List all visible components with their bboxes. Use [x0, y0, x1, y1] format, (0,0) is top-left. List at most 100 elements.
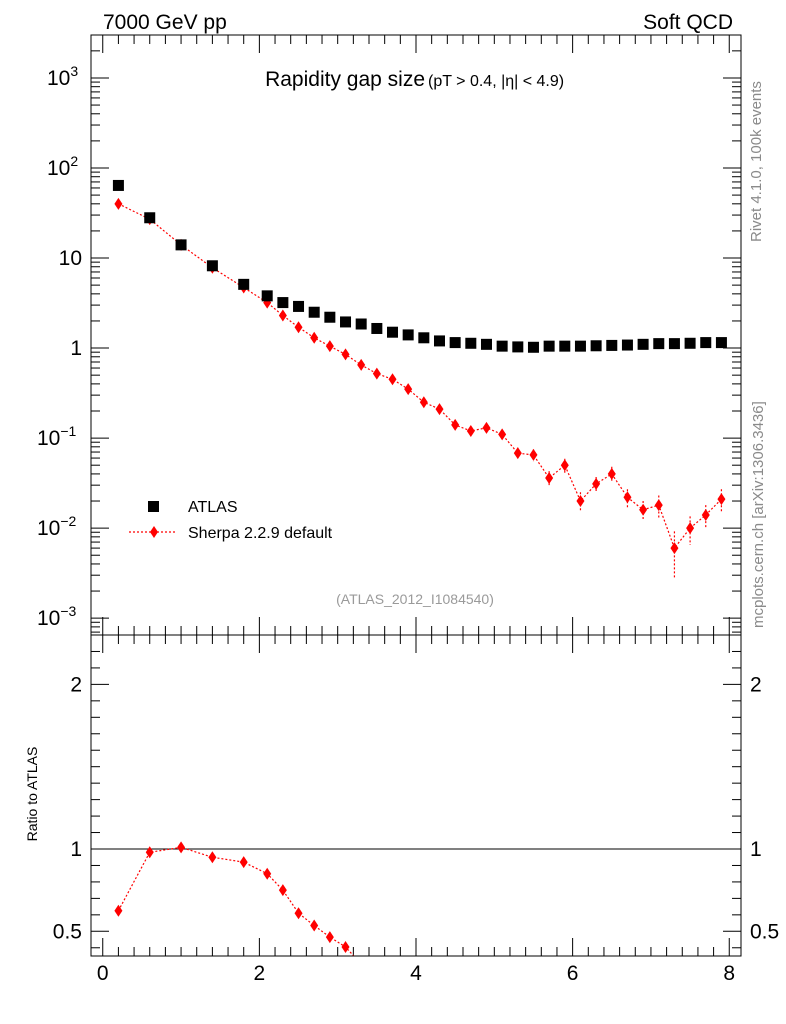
sherpa-point: [114, 197, 123, 210]
legend: ATLAS Sherpa 2.2.9 default: [129, 499, 333, 542]
y-tick-label: 103: [47, 63, 78, 90]
atlas-point: [433, 335, 445, 347]
y-tick-label: 102: [47, 153, 78, 180]
x-tick-label: 8: [723, 962, 735, 985]
atlas-point: [144, 212, 156, 224]
sherpa-point: [435, 403, 444, 416]
ratio-y-tick-label-left: 2: [70, 673, 82, 696]
atlas-point: [465, 337, 477, 349]
ratio-axis-label: Ratio to ATLAS: [24, 747, 40, 842]
sherpa-point: [357, 358, 366, 371]
sherpa-point: [607, 467, 616, 480]
sherpa-point: [372, 367, 381, 380]
legend-sherpa-marker: [150, 526, 158, 538]
sherpa-point: [278, 309, 287, 322]
ratio-point: [114, 904, 123, 917]
ratio-point: [341, 940, 350, 953]
sherpa-point: [310, 331, 319, 344]
header-beam-label: 7000 GeV pp: [103, 11, 227, 34]
sherpa-point: [670, 542, 679, 555]
atlas-point: [621, 339, 633, 351]
atlas-point: [340, 316, 352, 328]
sherpa-point: [576, 495, 585, 508]
atlas-point: [637, 338, 649, 350]
sherpa-point: [686, 522, 695, 535]
atlas-point: [371, 322, 383, 334]
ratio-point: [310, 919, 319, 932]
sherpa-point: [529, 448, 538, 461]
atlas-point: [402, 329, 414, 341]
ratio-y-tick-label-right: 1: [750, 838, 762, 861]
atlas-point: [175, 239, 187, 251]
chart-title-cuts: (pT > 0.4, |η| < 4.9): [428, 73, 564, 90]
sherpa-point: [404, 383, 413, 396]
atlas-point: [559, 340, 571, 352]
atlas-point: [293, 300, 305, 312]
sherpa-point: [388, 373, 397, 386]
x-tick-label: 2: [254, 962, 266, 985]
ratio-y-tick-label-left: 0.5: [53, 920, 82, 943]
legend-atlas-label: ATLAS: [188, 499, 238, 516]
top-data: [112, 179, 727, 578]
sherpa-point: [592, 477, 601, 490]
atlas-point: [653, 338, 665, 350]
sherpa-point: [560, 459, 569, 472]
sherpa-point: [498, 428, 507, 441]
ratio-point: [145, 846, 154, 859]
legend-atlas-marker: [148, 501, 159, 512]
sherpa-point: [701, 508, 710, 521]
ratio-point: [263, 867, 272, 880]
atlas-point: [606, 339, 618, 351]
atlas-point: [449, 337, 461, 349]
y-tick-label: 1: [70, 337, 82, 360]
ratio-y-tick-label-right: 2: [750, 673, 762, 696]
sherpa-point: [325, 340, 334, 353]
atlas-point: [715, 337, 727, 349]
x-tick-label: 6: [567, 962, 579, 985]
sherpa-point: [466, 424, 475, 437]
atlas-point: [418, 332, 430, 344]
atlas-point: [496, 340, 508, 352]
rivet-version-label: Rivet 4.1.0, 100k events: [748, 81, 765, 242]
atlas-point: [480, 338, 492, 350]
ratio-series-line: [117, 846, 355, 956]
bottom-axes: 0.5 0.5 1 1 2 2 0 2 4 6 8: [53, 635, 779, 985]
x-tick-label: 4: [410, 962, 422, 985]
ratio-series-group: [114, 841, 365, 970]
atlas-point: [308, 306, 320, 318]
sherpa-point: [717, 493, 726, 506]
analysis-id-label: (ATLAS_2012_I1084540): [336, 591, 494, 607]
sherpa-point: [341, 348, 350, 361]
atlas-point: [574, 340, 586, 352]
atlas-point: [324, 311, 336, 323]
sherpa-point: [294, 321, 303, 334]
atlas-point: [206, 260, 218, 272]
ratio-y-tick-label-left: 1: [70, 838, 82, 861]
mcplots-reference-label: mcplots.cern.ch [arXiv:1306.3436]: [750, 401, 767, 628]
x-tick-label: 0: [97, 962, 109, 985]
sherpa-point: [545, 472, 554, 485]
ratio-point: [208, 851, 217, 864]
atlas-point: [527, 341, 539, 353]
sherpa-series-line: [118, 203, 722, 550]
ratio-point: [294, 907, 303, 920]
ratio-plot-frame: [90, 634, 742, 957]
y-tick-label: 10−1: [37, 423, 77, 450]
atlas-point: [668, 338, 680, 350]
ratio-point: [278, 884, 287, 897]
sherpa-point: [639, 503, 648, 516]
atlas-point: [512, 341, 524, 353]
sherpa-point: [654, 499, 663, 512]
chart-title-main: Rapidity gap size: [265, 68, 425, 91]
sherpa-point: [482, 421, 491, 434]
atlas-point: [684, 337, 696, 349]
y-tick-label: 10−3: [37, 603, 77, 630]
ratio-point: [357, 958, 365, 970]
ratio-y-tick-label-right: 0.5: [750, 920, 779, 943]
y-tick-label: 10: [59, 247, 82, 270]
atlas-point: [387, 326, 399, 338]
atlas-point: [277, 297, 289, 309]
atlas-point: [261, 290, 273, 302]
